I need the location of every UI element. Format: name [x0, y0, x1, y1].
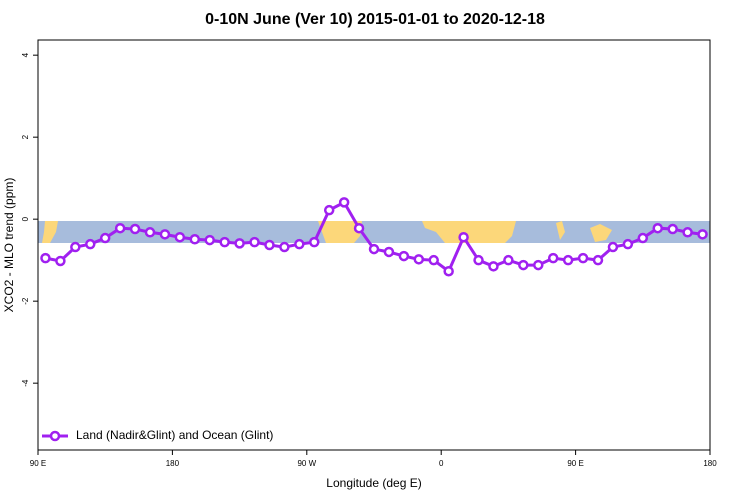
y-tick-label: 2	[21, 134, 30, 139]
x-tick-label: 90 E	[30, 459, 46, 468]
point	[174, 231, 186, 243]
point	[353, 222, 365, 234]
point	[144, 227, 156, 238]
point	[652, 222, 663, 234]
legend-label: Land (Nadir&Glint) and Ocean (Glint)	[76, 428, 273, 442]
x-tick-label: 180	[703, 459, 717, 468]
point	[264, 239, 275, 251]
x-tick-label: 90 E	[567, 459, 583, 468]
y-tick-label: 0	[21, 216, 30, 221]
point	[667, 223, 678, 235]
point	[70, 241, 81, 253]
y-tick-label: 4	[21, 52, 30, 57]
x-tick-label: 90 W	[297, 459, 316, 468]
point	[323, 204, 335, 216]
point	[114, 222, 126, 234]
point	[622, 238, 634, 250]
point	[577, 252, 589, 264]
point	[309, 236, 320, 248]
point	[129, 223, 141, 235]
x-axis-title: Longitude (deg E)	[326, 476, 421, 490]
point	[383, 246, 395, 258]
point	[294, 238, 305, 250]
plot-frame	[37, 39, 711, 451]
point	[488, 261, 499, 272]
point	[637, 232, 649, 244]
legend-marker	[49, 430, 61, 442]
land	[590, 224, 612, 242]
point	[547, 252, 559, 264]
point	[697, 229, 708, 240]
point	[518, 259, 529, 271]
point	[189, 234, 201, 245]
land	[422, 221, 516, 243]
point	[607, 241, 619, 253]
x-tick-label: 180	[166, 459, 180, 468]
point	[533, 259, 544, 271]
point	[398, 250, 410, 262]
point	[234, 238, 245, 249]
point	[458, 231, 469, 243]
point	[40, 252, 51, 264]
point	[55, 255, 66, 267]
point	[279, 241, 290, 253]
y-axis-title: XCO2 - MLO trend (ppm)	[2, 178, 16, 313]
land	[42, 221, 58, 243]
point	[204, 234, 215, 246]
y-tick-label: -4	[21, 379, 30, 387]
point	[413, 254, 425, 265]
point	[368, 243, 380, 255]
point	[473, 254, 484, 266]
point	[428, 254, 439, 266]
point	[592, 254, 604, 266]
point	[219, 236, 230, 248]
point	[99, 232, 111, 244]
point	[443, 265, 454, 277]
point	[338, 197, 350, 208]
point	[503, 254, 514, 266]
point	[159, 229, 171, 240]
x-tick-label: 0	[439, 459, 444, 468]
point	[682, 227, 693, 238]
point	[562, 254, 574, 266]
chart-title: 0-10N June (Ver 10) 2015-01-01 to 2020-1…	[205, 11, 545, 28]
land	[556, 221, 565, 240]
y-tick-label: -2	[21, 297, 30, 305]
point	[85, 238, 96, 250]
land	[318, 221, 362, 243]
point	[249, 236, 260, 248]
